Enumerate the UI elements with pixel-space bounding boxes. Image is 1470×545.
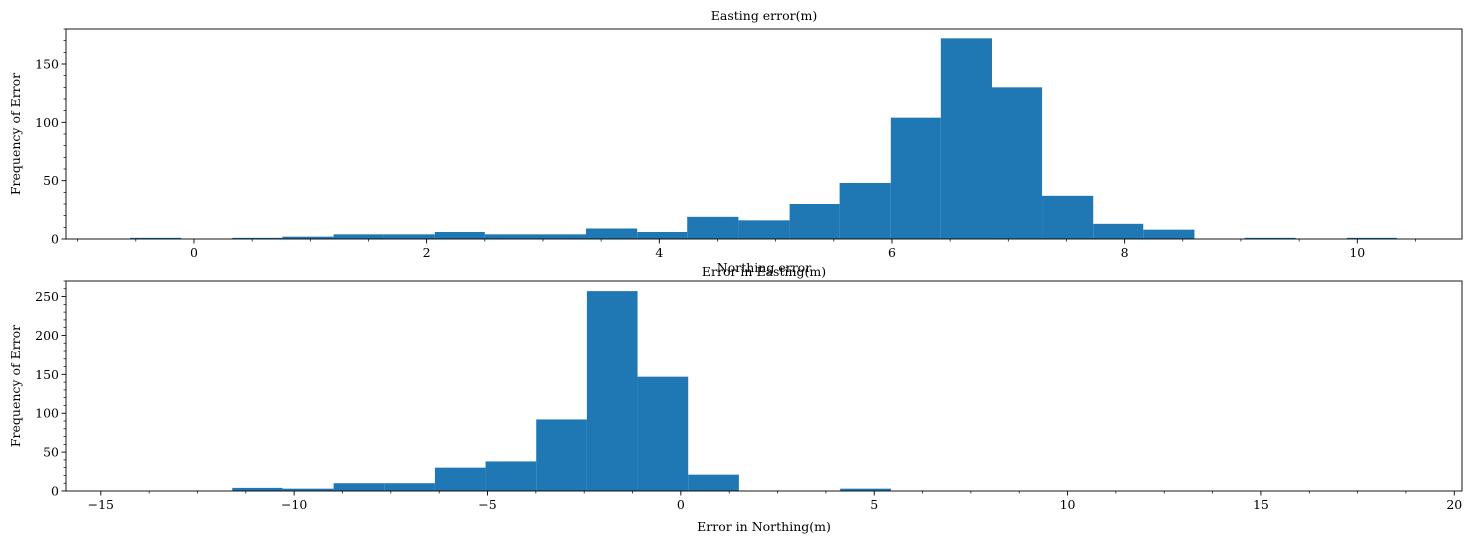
easting-x-axis-label: Error in Easting(m): [702, 264, 826, 279]
histogram-bar: [992, 87, 1043, 239]
northing-histogram-panel: −15 −10 −5 0 5 10 15 20 0 50 100 150 200 250 Northin…: [8, 260, 1463, 534]
easting-histogram-panel: 0 2 4 6 8 10 0 50 100 150 Easting error(m) Frequ…: [8, 8, 1463, 279]
histogram-bar: [333, 234, 384, 239]
histogram-bar: [840, 488, 891, 491]
histogram-bar: [282, 236, 334, 239]
y-tick-label: 150: [35, 57, 59, 72]
x-tick-label: 10: [1060, 497, 1076, 512]
histogram-bar: [232, 487, 283, 491]
histogram-bar: [434, 467, 486, 491]
histogram-bar: [1143, 229, 1195, 239]
histogram-bar: [232, 237, 283, 239]
histogram-bar: [1346, 237, 1397, 239]
axes-frame: [65, 280, 1463, 492]
histogram-bar: [536, 419, 587, 491]
x-tick-label: 10: [1349, 245, 1365, 260]
x-tick-label: 0: [190, 245, 198, 260]
histogram-bar: [637, 376, 689, 491]
histogram-bar: [586, 228, 638, 239]
histogram-bar: [738, 220, 790, 239]
axes-frame: [65, 28, 1463, 240]
histogram-bar: [434, 232, 485, 239]
histogram-bar: [484, 234, 536, 239]
x-tick-label: −15: [88, 497, 114, 512]
histogram-bar: [282, 488, 334, 491]
y-tick-label: 150: [35, 367, 59, 382]
y-tick-label: 0: [51, 484, 59, 499]
x-tick-label: −5: [478, 497, 496, 512]
x-tick-label: 8: [1121, 245, 1129, 260]
histogram-bar: [1042, 195, 1094, 239]
histogram-bar: [383, 234, 435, 239]
histogram-bar: [637, 232, 688, 239]
y-tick-label: 50: [43, 445, 59, 460]
northing-y-axis-label: Frequency of Error: [8, 325, 23, 447]
x-tick-label: −10: [281, 497, 307, 512]
northing-x-axis-label: Error in Northing(m): [697, 519, 831, 534]
northing-chart-title: Northing error: [717, 260, 811, 275]
histogram-bar: [890, 117, 941, 239]
y-tick-label: 100: [35, 406, 59, 421]
easting-chart-title: Easting error(m): [711, 8, 818, 23]
easting-y-axis-label: Frequency of Error: [8, 73, 23, 195]
histogram-bar: [687, 216, 739, 239]
x-tick-label: 0: [677, 497, 685, 512]
histogram-bar: [333, 483, 385, 491]
y-tick-label: 0: [51, 232, 59, 247]
y-tick-label: 100: [35, 115, 59, 130]
histogram-bar: [1093, 223, 1144, 239]
y-tick-label: 50: [43, 173, 59, 188]
histogram-bar: [688, 474, 739, 491]
y-tick-label: 200: [35, 328, 59, 343]
x-tick-label: 20: [1446, 497, 1462, 512]
histogram-bar: [485, 461, 537, 491]
x-tick-label: 4: [655, 245, 663, 260]
x-tick-label: 5: [870, 497, 878, 512]
histogram-bar: [940, 38, 993, 240]
x-tick-label: 15: [1253, 497, 1269, 512]
histogram-bar: [789, 204, 840, 239]
histogram-bar: [839, 183, 891, 239]
histogram-bar: [1244, 237, 1296, 239]
histogram-bar: [129, 237, 182, 239]
histogram-bar: [384, 483, 435, 491]
histogram-bar: [586, 291, 638, 491]
histogram-bar: [535, 234, 587, 239]
x-tick-label: 2: [423, 245, 431, 260]
x-tick-label: 6: [888, 245, 896, 260]
y-tick-label: 250: [35, 289, 59, 304]
